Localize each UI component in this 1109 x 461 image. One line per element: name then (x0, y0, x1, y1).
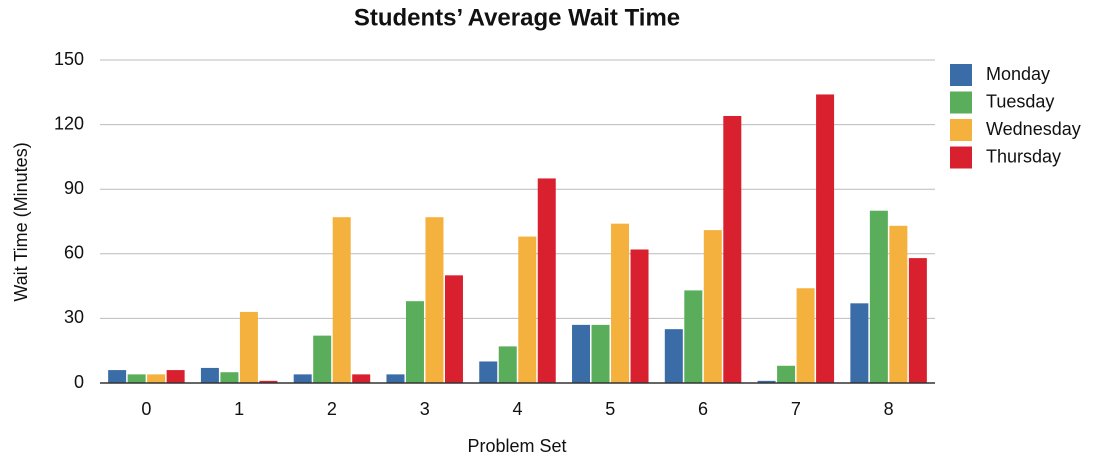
bar (259, 380, 278, 383)
x-tick-label: 1 (234, 399, 244, 419)
y-tick-label: 60 (64, 243, 84, 263)
legend-swatch (950, 119, 972, 141)
legend-label: Monday (986, 64, 1050, 84)
bar (723, 115, 742, 383)
bar (239, 311, 258, 383)
x-tick-label: 4 (512, 399, 522, 419)
bar (908, 258, 927, 383)
bar (108, 370, 127, 383)
y-tick-label: 0 (74, 372, 84, 392)
chart-title: Students’ Average Wait Time (354, 4, 680, 31)
x-tick-label: 3 (420, 399, 430, 419)
x-tick-label: 6 (698, 399, 708, 419)
x-tick-label: 8 (884, 399, 894, 419)
bar (313, 335, 332, 383)
bar (572, 324, 591, 383)
bar (147, 374, 166, 383)
bar (352, 374, 371, 383)
bar (518, 236, 537, 383)
bar (757, 380, 776, 383)
bar (200, 367, 219, 383)
bar (479, 361, 498, 383)
bar (703, 230, 722, 383)
bar (611, 223, 630, 383)
bar (630, 249, 649, 383)
bar (425, 217, 444, 383)
bar (889, 225, 908, 383)
legend-label: Wednesday (986, 119, 1081, 139)
x-axis-label: Problem Set (467, 436, 566, 456)
bar (166, 370, 185, 383)
y-tick-label: 30 (64, 307, 84, 327)
x-tick-label: 5 (605, 399, 615, 419)
x-tick-label: 2 (327, 399, 337, 419)
bar (127, 374, 146, 383)
x-tick-label: 7 (791, 399, 801, 419)
legend-swatch (950, 146, 972, 169)
bar (386, 374, 405, 383)
y-tick-label: 150 (54, 49, 84, 69)
x-tick-label: 0 (141, 399, 151, 419)
y-tick-label: 90 (64, 178, 84, 198)
legend-label: Thursday (986, 146, 1061, 166)
bar (664, 329, 683, 383)
bar (498, 346, 517, 383)
bar (850, 303, 869, 383)
legend-swatch (950, 91, 972, 114)
bar (332, 217, 351, 383)
bar (220, 372, 239, 383)
bar (444, 275, 463, 383)
bar (684, 290, 703, 383)
legend-swatch (950, 64, 972, 86)
y-tick-label: 120 (54, 113, 84, 133)
bar (869, 210, 888, 383)
bar (796, 288, 815, 383)
y-axis-label: Wait Time (Minutes) (11, 142, 31, 301)
bar (591, 324, 610, 383)
bar (777, 365, 796, 383)
legend-label: Tuesday (986, 91, 1054, 111)
bar (405, 301, 424, 383)
bar (537, 178, 556, 383)
bar (293, 374, 312, 383)
bar (816, 94, 835, 383)
